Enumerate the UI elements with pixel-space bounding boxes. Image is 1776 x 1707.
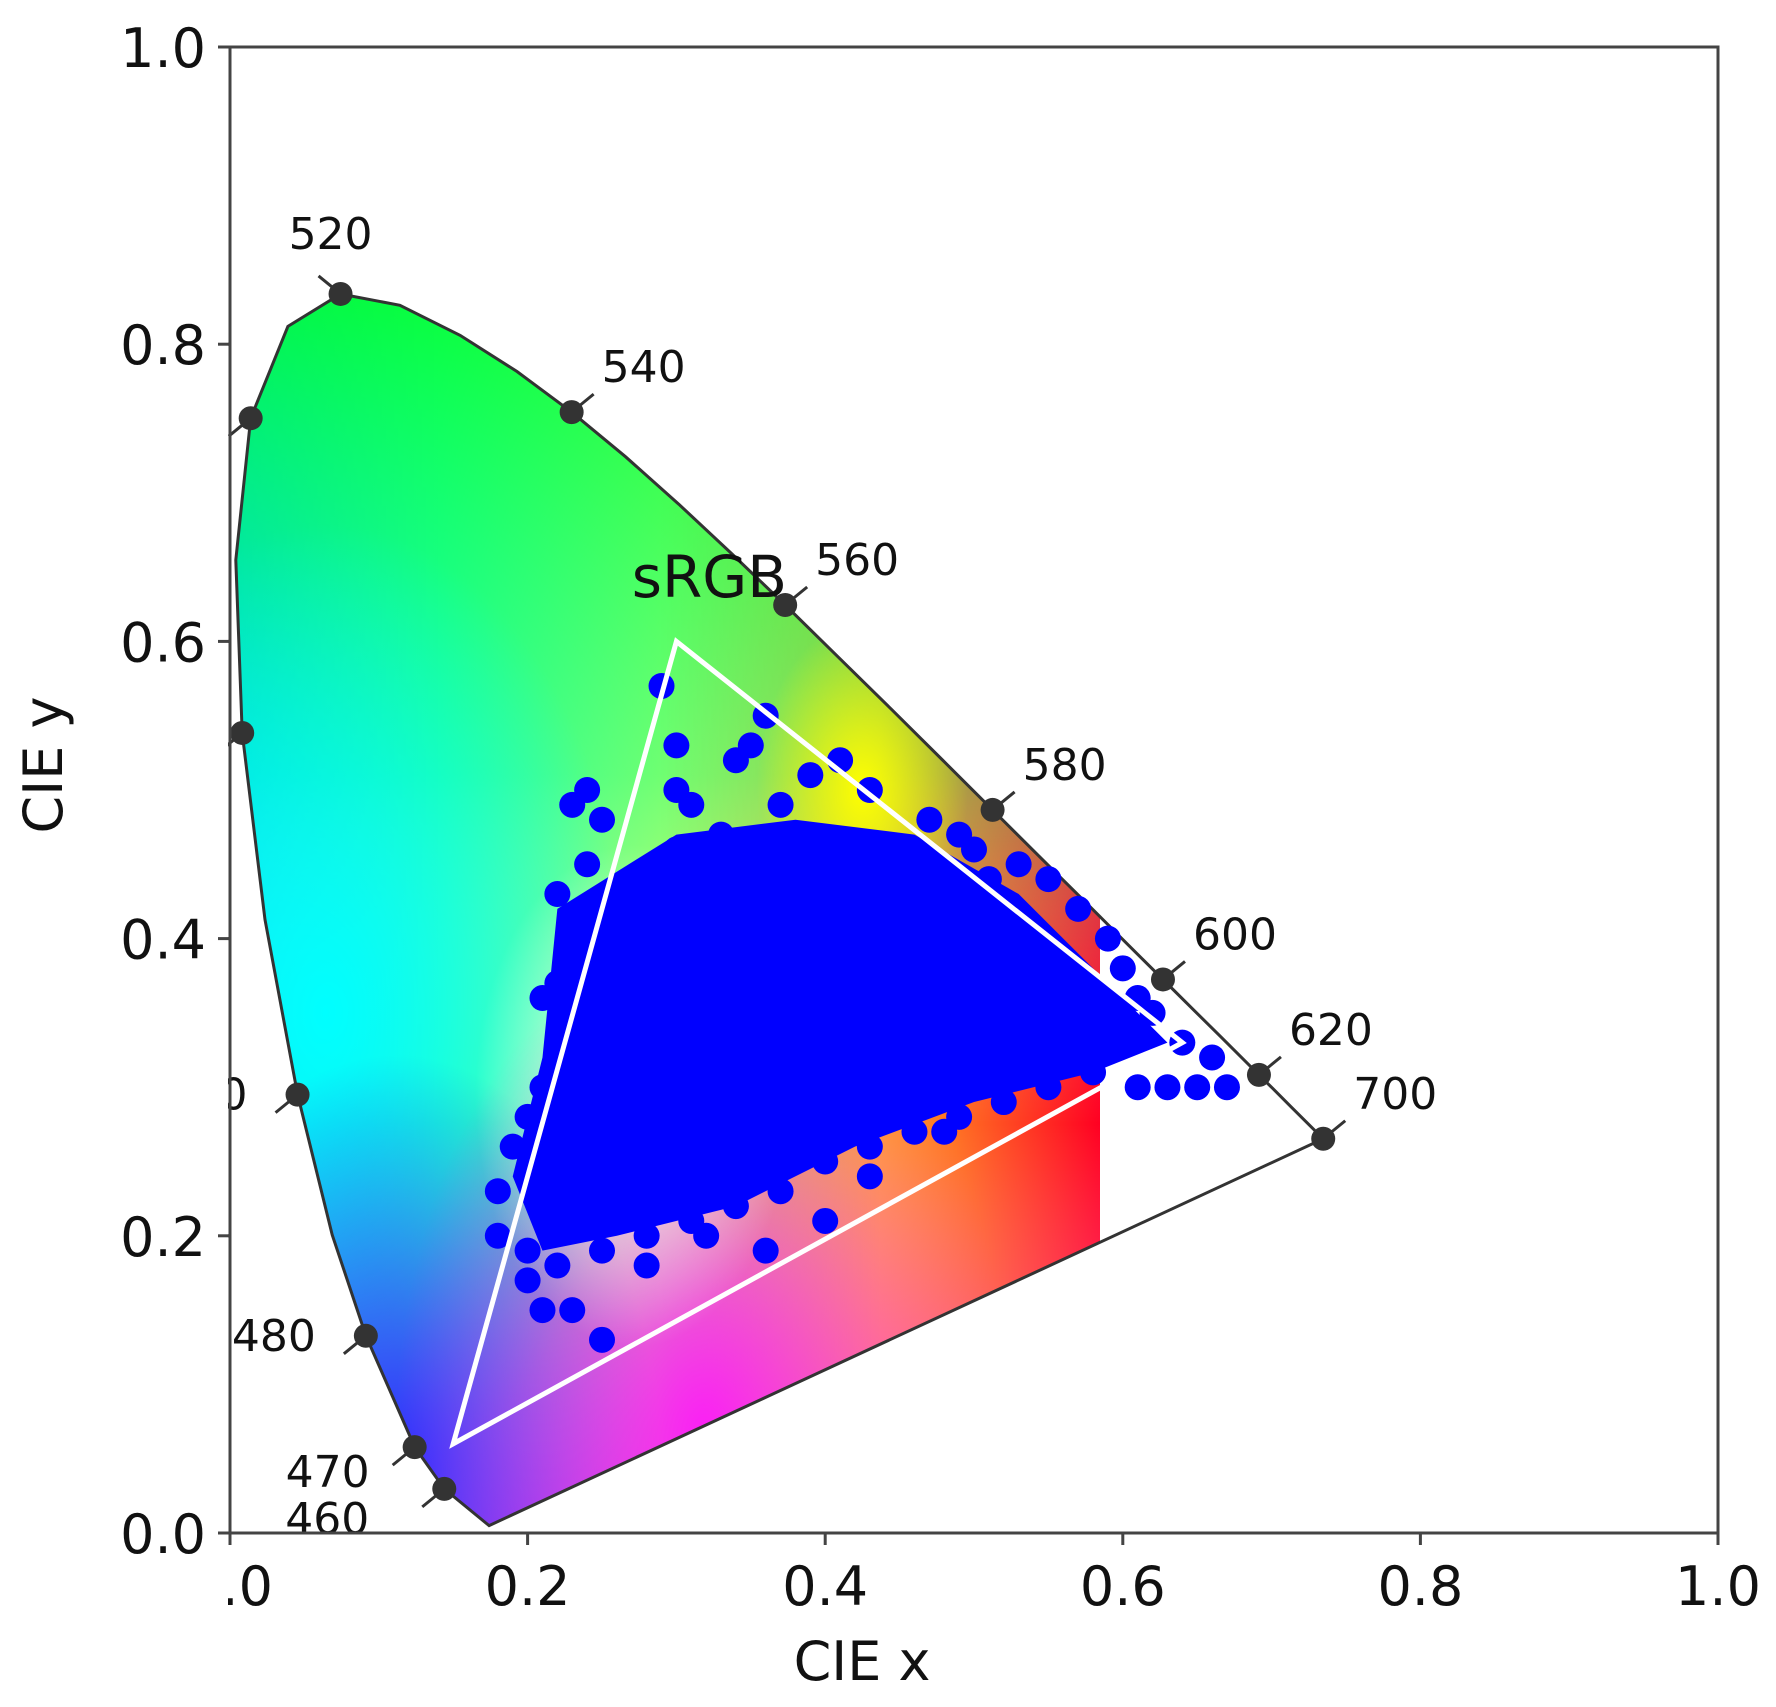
wavelength-marker: 520 — [289, 209, 373, 306]
wavelength-label: 520 — [289, 209, 373, 260]
x-tick-label: 1.0 — [1675, 1555, 1761, 1618]
data-point — [574, 851, 601, 878]
data-point — [752, 1237, 779, 1264]
marker-dot — [402, 1435, 427, 1460]
marker-dot — [328, 281, 353, 306]
wavelength-label: 480 — [232, 1311, 316, 1362]
x-tick-label: 0.8 — [1377, 1555, 1463, 1618]
data-point — [559, 791, 586, 818]
wavelength-marker: 600 — [1150, 909, 1277, 992]
wavelength-label: 580 — [1023, 740, 1107, 791]
marker-dot — [285, 1082, 310, 1107]
wavelength-label: 540 — [602, 342, 686, 393]
data-point — [544, 881, 571, 908]
marker-dot — [980, 797, 1005, 822]
data-point — [931, 1118, 958, 1145]
marker-dot — [353, 1323, 378, 1348]
marker-dot — [1246, 1062, 1271, 1087]
data-point — [484, 1178, 511, 1205]
spectral-locus-outline — [234, 292, 1326, 1528]
data-point — [737, 732, 764, 759]
left-margin-mask — [0, 0, 228, 1702]
marker-dot — [1150, 967, 1175, 992]
data-point — [663, 732, 690, 759]
data-point — [1005, 851, 1032, 878]
data-point — [1065, 895, 1092, 922]
data-point — [484, 1222, 511, 1249]
point-cluster — [512, 819, 1168, 1251]
marker-dot — [432, 1476, 457, 1501]
data-point — [1035, 866, 1062, 893]
data-point — [529, 1297, 556, 1324]
data-point — [856, 1163, 883, 1190]
wavelength-label: 600 — [1193, 909, 1277, 960]
y-tick-label: 0.4 — [120, 909, 206, 972]
data-point — [544, 1252, 571, 1279]
data-point — [916, 806, 943, 833]
data-point — [797, 762, 824, 789]
data-point — [514, 1267, 541, 1294]
data-point — [678, 791, 705, 818]
wavelength-label: 470 — [286, 1447, 370, 1498]
srgb-gamut-triangle — [449, 637, 1187, 1449]
wavelength-label: 560 — [815, 535, 899, 586]
wavelength-marker: 580 — [980, 740, 1107, 822]
data-point — [812, 1207, 839, 1234]
y-tick-label: 0.8 — [120, 314, 206, 377]
marker-dot — [773, 592, 798, 617]
data-point — [961, 836, 987, 863]
y-tick-label: 0.2 — [120, 1206, 206, 1269]
data-point — [589, 1326, 615, 1353]
marker-dot — [238, 406, 263, 431]
x-tick-label: 0.2 — [485, 1555, 571, 1618]
y-tick-label: 0.6 — [120, 611, 206, 674]
x-tick-label: 0.6 — [1080, 1555, 1166, 1618]
x-tick-label: 0.4 — [782, 1555, 868, 1618]
wavelength-label: 620 — [1289, 1005, 1373, 1056]
y-tick-label: 0.0 — [120, 1503, 206, 1566]
data-point — [693, 1222, 720, 1249]
axes-frame — [228, 45, 1720, 1535]
data-point — [1213, 1074, 1240, 1101]
data-point — [1199, 1044, 1226, 1071]
wavelength-marker: 470 — [286, 1435, 427, 1498]
data-point — [767, 791, 794, 818]
marker-dot — [559, 400, 584, 425]
wavelength-label: 700 — [1353, 1069, 1437, 1120]
data-point — [589, 806, 615, 833]
data-point — [589, 1237, 615, 1264]
y-axis-label: CIE y — [12, 697, 75, 834]
data-point — [514, 1237, 541, 1264]
data-point — [856, 777, 883, 803]
wavelength-marker: 540 — [559, 342, 686, 425]
data-point — [1109, 955, 1136, 982]
data-point — [633, 1252, 660, 1279]
wavelength-marker: 700 — [1311, 1069, 1437, 1151]
wavelength-marker: 560 — [773, 535, 899, 617]
marker-dot — [230, 720, 255, 745]
y-tick-label: 1.0 — [120, 17, 206, 80]
data-point — [1094, 925, 1121, 952]
wavelength-marker: 480 — [232, 1311, 378, 1362]
wavelength-marker: 620 — [1246, 1005, 1373, 1087]
marker-dot — [1311, 1126, 1336, 1151]
srgb-label: sRGB — [632, 543, 787, 611]
wavelength-label: 460 — [285, 1494, 369, 1545]
data-point — [1154, 1074, 1181, 1101]
data-point — [559, 1297, 586, 1324]
data-point — [1184, 1074, 1211, 1101]
wavelength-marker: 460 — [285, 1476, 457, 1545]
x-axis-label: CIE x — [794, 1630, 931, 1693]
data-point — [1124, 1074, 1151, 1101]
data-point — [1139, 999, 1166, 1026]
